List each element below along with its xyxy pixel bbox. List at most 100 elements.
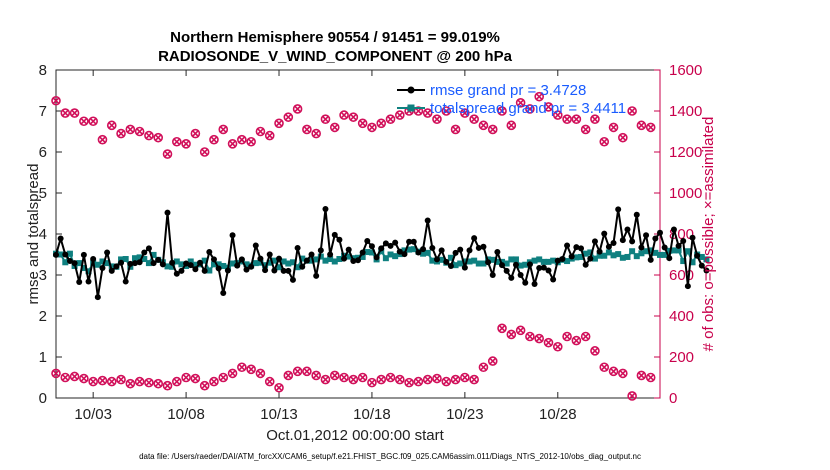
rmse-point xyxy=(108,267,115,274)
legend: rmse grand pr = 3.4728 totalspread grand… xyxy=(397,82,626,117)
spread-point xyxy=(657,251,663,258)
obs-possible-point xyxy=(385,372,396,383)
obs-possible-point xyxy=(88,376,98,387)
obs-assimilated-point xyxy=(228,140,237,148)
obs-assimilated-point xyxy=(163,150,172,158)
obs-assimilated-point xyxy=(637,371,646,380)
rmse-point xyxy=(150,260,157,267)
spread-point xyxy=(215,261,222,268)
rmse-point xyxy=(299,263,306,270)
obs-assimilated-point xyxy=(107,121,116,130)
obs-assimilated-point xyxy=(210,377,218,386)
spread-point xyxy=(499,258,506,265)
obs-possible-point xyxy=(562,331,572,342)
rmse-point xyxy=(131,260,138,267)
rmse-point xyxy=(364,237,371,244)
obs-possible-point xyxy=(552,341,563,352)
rmse-point xyxy=(99,265,106,272)
obs-possible-point xyxy=(320,114,331,124)
rmse-point xyxy=(424,217,431,224)
chart-title-line-2: RADIOSONDE_V_WIND_COMPONENT @ 200 hPa xyxy=(158,48,513,65)
rmse-point xyxy=(643,232,650,239)
y-right-tick-label: 1000 xyxy=(669,185,702,202)
spread-point xyxy=(457,260,464,267)
rmse-point xyxy=(243,266,250,273)
spread-point xyxy=(299,255,306,262)
obs-assimilated-point xyxy=(340,373,348,382)
obs-possible-point xyxy=(88,116,98,127)
obs-assimilated-point xyxy=(80,117,88,126)
obs-possible-point xyxy=(469,374,479,385)
obs-assimilated-point xyxy=(498,324,506,333)
obs-assimilated-point xyxy=(312,371,320,380)
obs-assimilated-point xyxy=(61,109,70,117)
spread-point xyxy=(684,248,691,255)
obs-possible-point xyxy=(562,114,572,124)
obs-assimilated-point xyxy=(377,119,385,128)
rmse-point xyxy=(526,261,533,268)
rmse-point xyxy=(420,246,427,253)
obs-possible-point xyxy=(432,373,442,384)
rmse-point xyxy=(248,263,255,270)
obs-possible-point xyxy=(302,124,312,135)
y-right-tick-label: 1200 xyxy=(669,144,702,161)
spread-point xyxy=(573,254,580,261)
obs-possible-point xyxy=(209,134,219,145)
obs-assimilated-point xyxy=(405,378,413,387)
spread-point xyxy=(76,260,83,267)
obs-assimilated-point xyxy=(80,374,88,383)
spread-point xyxy=(122,256,129,263)
obs-assimilated-point xyxy=(238,135,246,144)
obs-possible-point xyxy=(60,372,71,383)
obs-possible-point xyxy=(106,120,117,131)
obs-possible-point xyxy=(181,139,191,149)
obs-possible-point xyxy=(329,370,340,381)
obs-possible-point xyxy=(199,147,210,157)
rmse-point xyxy=(215,265,222,272)
obs-assimilated-point xyxy=(247,365,255,374)
rmse-point xyxy=(610,240,617,247)
rmse-point xyxy=(489,272,496,278)
spread-point xyxy=(522,261,529,268)
obs-assimilated-point xyxy=(126,379,135,388)
obs-assimilated-point xyxy=(89,377,97,386)
obs-possible-point xyxy=(441,376,452,387)
spread-point xyxy=(382,255,389,262)
obs-assimilated-point xyxy=(89,117,97,126)
obs-assimilated-point xyxy=(646,123,655,132)
obs-assimilated-point xyxy=(256,369,265,378)
obs-assimilated-point xyxy=(135,127,144,136)
obs-assimilated-point xyxy=(219,373,228,382)
rmse-point xyxy=(615,206,622,213)
y-left-tick-label: 5 xyxy=(39,185,47,202)
rmse-point xyxy=(266,251,273,258)
spread-point xyxy=(201,257,208,264)
rmse-point xyxy=(452,249,459,256)
x-tick-label: 10/18 xyxy=(353,406,391,423)
obs-possible-point xyxy=(367,122,377,133)
obs-possible-point xyxy=(339,110,349,120)
rmse-point xyxy=(252,242,259,249)
obs-assimilated-point xyxy=(535,92,543,101)
obs-possible-point xyxy=(515,325,526,336)
y-right-tick-label: 1400 xyxy=(669,103,702,120)
rmse-point xyxy=(401,251,408,258)
obs-possible-point xyxy=(497,106,507,116)
spread-point xyxy=(364,249,371,256)
obs-possible-point xyxy=(162,380,173,391)
obs-assimilated-point xyxy=(535,334,543,343)
obs-possible-point xyxy=(552,110,563,120)
spread-point xyxy=(461,258,468,265)
rmse-point xyxy=(118,259,125,266)
rmse-point xyxy=(285,267,292,274)
obs-possible-point xyxy=(292,104,303,114)
rmse-point xyxy=(582,261,589,268)
spread-point xyxy=(220,262,227,269)
obs-assimilated-point xyxy=(182,373,190,382)
rmse-point xyxy=(591,238,598,245)
obs-possible-point xyxy=(571,114,582,124)
rmse-point xyxy=(378,245,385,252)
obs-possible-point xyxy=(153,378,164,389)
obs-assimilated-point xyxy=(303,367,311,376)
obs-possible-point xyxy=(376,118,387,129)
